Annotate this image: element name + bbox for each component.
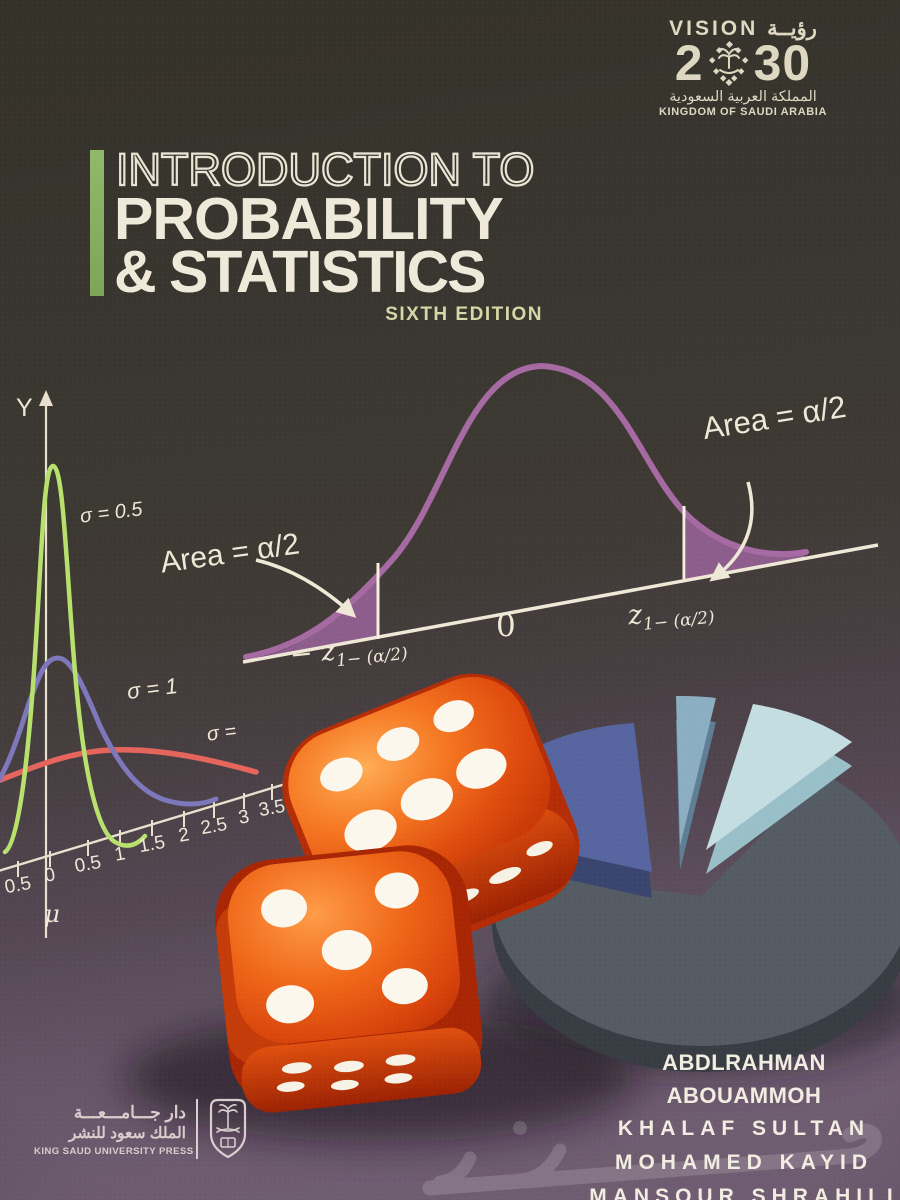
pie-slice-cyan: [706, 704, 852, 874]
title-line-1: INTRODUCTION TO: [115, 144, 536, 195]
big-normal-curve: [242, 362, 879, 664]
publisher-text: دار جـــامـــعـــة الملك سعود للنشر KING…: [34, 1102, 194, 1157]
mu-label: μ: [44, 900, 60, 928]
die-bottom: [215, 845, 483, 1113]
sigma-2-label: σ =: [205, 720, 238, 746]
title-accent-bar: [90, 150, 104, 296]
left-tail-fill: [248, 572, 378, 660]
title-line-3: & STATISTICS: [114, 239, 486, 305]
publisher-logo: دار جـــامـــعـــة الملك سعود للنشر KING…: [34, 1098, 248, 1160]
title-line-2: PROBABILITY: [114, 186, 504, 252]
author-name: KHALAF SULTAN: [617, 1117, 871, 1140]
author-name: MOHAMED KAYID: [614, 1151, 874, 1174]
logo-divider: [196, 1099, 198, 1159]
publisher-arabic-2: الملك سعود للنشر: [68, 1124, 186, 1142]
baseline: [242, 543, 879, 664]
saudi-emblem-icon: [708, 40, 748, 86]
kingdom-name-english: KINGDOM OF SAUDI ARABIA: [659, 106, 827, 118]
ksu-shield-icon: [209, 1098, 247, 1159]
small-distribution-chart: [0, 390, 293, 938]
vision-wordmark: VISION رؤيــة: [669, 17, 817, 40]
pie-slice-steel: [676, 695, 716, 870]
x-axis-ticks: [17, 784, 273, 877]
dice-illustration: [215, 673, 580, 1113]
authors-block: ABDLRAHMAN ABOUAMMOH KHALAF SULTAN MOHAM…: [588, 1046, 900, 1200]
author-name: ABDLRAHMAN ABOUAMMOH: [662, 1050, 826, 1108]
y-axis-label: Y: [16, 394, 33, 422]
x-axis: [0, 780, 293, 872]
year-right: 30: [753, 35, 812, 91]
y-axis-arrow: [39, 390, 53, 406]
publisher-english: KING SAUD UNIVERSITY PRESS: [34, 1145, 194, 1157]
area-left-arrow: [255, 558, 357, 618]
curve-sigma-1: [0, 655, 219, 807]
pie-chart: [451, 695, 900, 1072]
area-right-arrow: [709, 481, 754, 582]
zero-label: 0: [496, 608, 516, 644]
edition-label: SIXTH EDITION: [385, 304, 543, 325]
publisher-arabic-1: دار جـــامـــعـــة: [73, 1102, 186, 1122]
year-left: 2: [674, 35, 704, 91]
author-name: MANSOUR SHRAHILI: [589, 1185, 899, 1200]
normal-curve-line: [243, 362, 809, 660]
vision-2030-logo: VISION رؤيــة 2: [648, 16, 838, 118]
kingdom-name-arabic: المملكة العربية السعودية: [669, 89, 817, 105]
pie-slice-gray: [491, 773, 900, 1072]
vision-year: 2: [648, 35, 838, 91]
curve-sigma-05: [2, 463, 148, 855]
